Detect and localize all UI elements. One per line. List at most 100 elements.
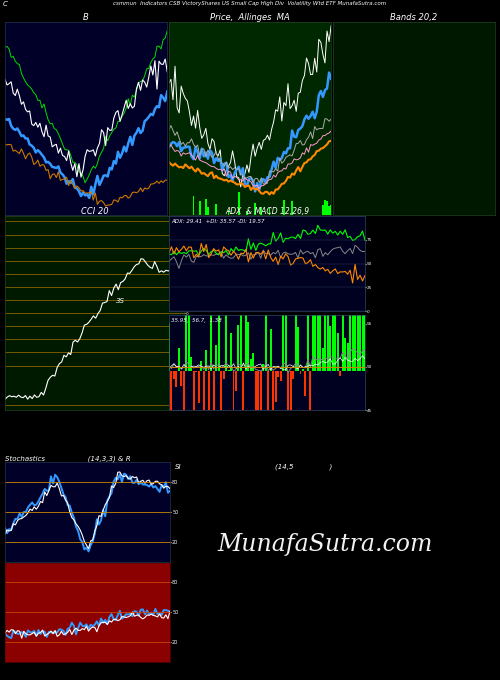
Bar	[260, 207, 262, 215]
Bar	[198, 371, 200, 403]
Bar	[205, 199, 206, 215]
Title: Bands 20,2: Bands 20,2	[390, 13, 438, 22]
Bar	[208, 371, 210, 445]
Bar	[320, 300, 322, 371]
Bar	[332, 237, 334, 371]
Bar	[192, 196, 194, 215]
Bar	[324, 277, 326, 371]
Bar	[173, 371, 175, 379]
Bar	[272, 371, 274, 449]
Bar	[307, 240, 309, 371]
Bar	[277, 371, 279, 377]
Bar	[314, 281, 316, 371]
Bar	[205, 350, 207, 371]
Bar	[248, 322, 250, 371]
Title: B: B	[84, 13, 89, 22]
Text: 3S: 3S	[116, 299, 125, 305]
Bar	[310, 371, 312, 417]
Bar	[322, 348, 324, 371]
Bar	[330, 326, 332, 371]
Bar	[282, 265, 284, 371]
Bar	[183, 371, 185, 421]
Bar	[324, 200, 326, 215]
Bar	[240, 315, 242, 371]
Bar	[362, 266, 364, 371]
Text: Stochastics                   (14,3,3) & R: Stochastics (14,3,3) & R	[5, 456, 130, 462]
Bar	[216, 204, 217, 215]
Bar	[297, 326, 299, 371]
Text: C: C	[2, 1, 7, 7]
Bar	[178, 348, 180, 371]
Bar	[364, 196, 366, 371]
Bar	[220, 371, 222, 410]
Bar	[212, 371, 214, 451]
Bar	[168, 324, 170, 371]
Bar	[218, 309, 220, 371]
Bar	[346, 343, 348, 371]
Text: ADX: 29.41  +DI: 35.57 -DI: 19.57: ADX: 29.41 +DI: 35.57 -DI: 19.57	[171, 219, 264, 224]
Bar	[356, 216, 358, 371]
Bar	[202, 371, 204, 417]
Bar	[359, 295, 361, 371]
Bar	[222, 371, 224, 379]
Bar	[292, 371, 294, 379]
Bar	[238, 325, 240, 371]
Bar	[352, 116, 354, 371]
Bar	[267, 371, 269, 502]
Bar	[200, 361, 202, 371]
Bar	[327, 313, 329, 371]
Bar	[334, 277, 336, 371]
Bar	[300, 371, 302, 374]
Text: csmmun  Indicators CSB VictoryShares US Small Cap High Div  Volatility Wtd ETF M: csmmun Indicators CSB VictoryShares US S…	[114, 1, 386, 6]
Bar	[255, 371, 257, 440]
Bar	[342, 192, 344, 371]
Title: Price,  Allinges  MA: Price, Allinges MA	[210, 13, 290, 22]
Bar	[235, 371, 237, 391]
Bar	[322, 205, 324, 215]
Bar	[274, 371, 276, 403]
Text: 35.95,  56.7,  1.38: 35.95, 56.7, 1.38	[171, 318, 222, 323]
Bar	[228, 210, 230, 215]
Bar	[250, 359, 252, 371]
Bar	[330, 205, 332, 215]
Bar	[176, 371, 178, 388]
Bar	[193, 371, 195, 411]
Bar	[186, 265, 188, 371]
Bar	[254, 203, 256, 215]
Bar	[188, 301, 190, 371]
Bar	[312, 177, 314, 371]
Bar	[268, 208, 270, 215]
Bar	[180, 371, 182, 386]
Bar	[228, 370, 230, 371]
Bar	[339, 371, 341, 376]
Text: MunafaSutra.com: MunafaSutra.com	[218, 532, 432, 556]
Bar	[344, 338, 346, 371]
Bar	[262, 364, 264, 371]
Bar	[260, 371, 262, 513]
Bar	[190, 358, 192, 371]
Bar	[199, 201, 200, 215]
Bar	[246, 211, 248, 215]
Text: (14,5                ): (14,5 )	[275, 464, 332, 471]
Bar	[207, 207, 208, 215]
Bar	[283, 201, 284, 215]
Text: SI: SI	[175, 464, 182, 470]
Bar	[245, 296, 247, 371]
Bar	[317, 255, 319, 371]
Bar	[242, 371, 244, 411]
Bar	[238, 192, 240, 215]
Bar	[349, 190, 351, 371]
Bar	[292, 201, 293, 215]
Bar	[258, 371, 260, 479]
Title: ADX  & MACD 12,26,9: ADX & MACD 12,26,9	[225, 207, 309, 216]
Bar	[252, 353, 254, 371]
Bar	[210, 242, 212, 371]
Bar	[215, 345, 217, 371]
Bar	[284, 226, 286, 371]
Bar	[170, 371, 172, 424]
Bar	[294, 288, 296, 371]
Bar	[336, 333, 338, 371]
Bar	[270, 328, 272, 371]
Bar	[232, 371, 234, 522]
Bar	[326, 201, 328, 215]
